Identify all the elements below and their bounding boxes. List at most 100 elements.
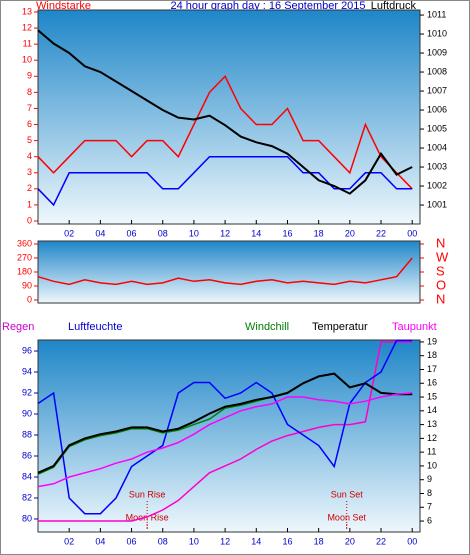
y-label: Regen <box>2 321 34 333</box>
x-tick-label: 16 <box>282 228 292 238</box>
x-tick-label: 10 <box>189 536 199 546</box>
y2-tick-label: N <box>436 291 445 306</box>
y-tick-label: 2 <box>27 183 32 193</box>
y-tick-label: 84 <box>22 471 32 481</box>
x-tick-label: 08 <box>158 228 168 238</box>
y2-tick-label: 9 <box>427 474 432 484</box>
plots: 0123456789101112131001100210031004100510… <box>17 6 449 546</box>
y2-tick-label: 8 <box>427 488 432 498</box>
y-tick-label: 8 <box>27 87 32 97</box>
y-tick-label: 86 <box>22 450 32 460</box>
x-tick-label: 04 <box>95 536 105 546</box>
y2-tick-label: 1010 <box>427 28 447 38</box>
y2-tick-label: S <box>436 263 445 278</box>
y2-tick-label: 17 <box>427 364 437 374</box>
series-line <box>37 257 413 286</box>
x-tick-label: 20 <box>345 536 355 546</box>
y-tick-label: 11 <box>23 39 32 49</box>
y2-tick-label: 1005 <box>427 123 447 133</box>
y-tick-label: 180 <box>17 266 32 276</box>
x-tick-label: 22 <box>376 228 386 238</box>
x-tick-label: 12 <box>220 228 230 238</box>
x-tick-label: 08 <box>158 536 168 546</box>
series-line <box>37 372 413 474</box>
y2-label: Luftdruck <box>371 0 417 12</box>
y2-tick-label: O <box>436 277 446 292</box>
x-tick-label: 22 <box>376 536 386 546</box>
y-tick-label: 13 <box>22 6 32 16</box>
x-tick-label: 10 <box>189 228 199 238</box>
y2-tick-label: 1009 <box>427 47 447 57</box>
y2-tick-label: 11 <box>427 447 436 457</box>
y-tick-label: 9 <box>27 71 32 81</box>
y-tick-label: 96 <box>22 345 32 355</box>
y-tick-label: 5 <box>27 135 32 145</box>
y2-tick-label: N <box>436 235 445 250</box>
annotation: Moon Set <box>327 512 366 522</box>
y2-tick-label: 7 <box>427 502 432 512</box>
series-line <box>37 29 413 195</box>
y2-tick-label: 10 <box>427 460 437 470</box>
y2-tick-label: 1006 <box>427 104 447 114</box>
x-tick-label: 12 <box>220 536 230 546</box>
chart-title: 24 hour graph day : 16 September 2015 <box>170 0 365 12</box>
plot-area <box>37 240 421 304</box>
plot-area <box>37 9 421 225</box>
x-tick-label: 20 <box>345 228 355 238</box>
y-tick-label: 10 <box>22 55 32 65</box>
x-tick-label: 06 <box>127 536 137 546</box>
y-tick-label: 7 <box>27 103 32 113</box>
y-tick-label: 6 <box>27 119 32 129</box>
series-line <box>37 392 413 488</box>
y2-tick-label: 18 <box>427 350 437 360</box>
y-tick-label: 90 <box>22 408 32 418</box>
annotation: Sun Rise <box>129 489 166 499</box>
y2-tick-label: 13 <box>427 419 437 429</box>
x-tick-label: 00 <box>407 536 417 546</box>
y2-tick-label: W <box>436 249 449 264</box>
y2-tick-label: 1004 <box>427 142 447 152</box>
x-tick-label: 14 <box>251 228 261 238</box>
x-tick-label: 06 <box>127 228 137 238</box>
y-label: Windstarke <box>36 0 91 12</box>
x-tick-label: 02 <box>64 536 74 546</box>
x-tick-label: 00 <box>407 228 417 238</box>
x-tick-label: 16 <box>282 536 292 546</box>
y-tick-label: 82 <box>22 492 32 502</box>
y2-tick-label: 15 <box>427 391 437 401</box>
y-tick-label: 1 <box>27 199 32 209</box>
y-tick-label: 92 <box>22 387 32 397</box>
y2-tick-label: 6 <box>427 515 432 525</box>
y2-tick-label: 1001 <box>427 199 447 209</box>
y-tick-label: 360 <box>17 238 32 248</box>
y-tick-label: 0 <box>27 215 32 225</box>
series-line <box>37 75 413 190</box>
y-tick-label: 270 <box>17 252 32 262</box>
y-tick-label: 88 <box>22 429 32 439</box>
y-tick-label: 3 <box>27 167 32 177</box>
y-tick-label: 4 <box>27 151 32 161</box>
y2-tick-label: 16 <box>427 378 437 388</box>
x-tick-label: 18 <box>314 228 324 238</box>
legend-entry: Temperatur <box>312 321 368 333</box>
y2-tick-label: 1003 <box>427 161 447 171</box>
y2-tick-label: 1011 <box>427 9 446 19</box>
y-label: Luftfeuchte <box>68 321 122 333</box>
y2-tick-label: 1008 <box>427 66 447 76</box>
annotation: Sun Set <box>331 489 364 499</box>
legend-entry: Windchill <box>245 321 289 333</box>
y2-tick-label: 1002 <box>427 180 447 190</box>
legend-entry: Taupunkt <box>392 321 437 333</box>
x-tick-label: 04 <box>95 228 105 238</box>
series-line <box>37 155 413 207</box>
y-tick-label: 0 <box>27 294 32 304</box>
series-line <box>38 341 413 522</box>
y-tick-label: 80 <box>22 513 32 523</box>
y2-tick-label: 1007 <box>427 85 447 95</box>
y2-tick-label: 12 <box>427 433 437 443</box>
x-tick-label: 02 <box>64 228 74 238</box>
y2-tick-label: 14 <box>427 405 437 415</box>
y-tick-label: 94 <box>22 366 32 376</box>
x-tick-label: 18 <box>314 536 324 546</box>
